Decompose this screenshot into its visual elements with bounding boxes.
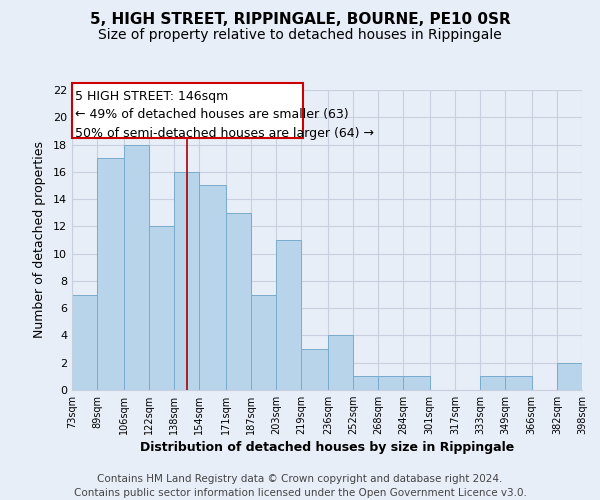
Bar bbox=[301, 349, 328, 390]
Bar bbox=[174, 172, 199, 390]
Text: Size of property relative to detached houses in Rippingale: Size of property relative to detached ho… bbox=[98, 28, 502, 42]
Bar bbox=[403, 376, 430, 390]
Bar bbox=[199, 186, 226, 390]
Bar bbox=[72, 294, 97, 390]
Text: 5 HIGH STREET: 146sqm: 5 HIGH STREET: 146sqm bbox=[75, 90, 229, 103]
Bar bbox=[149, 226, 174, 390]
Text: Contains HM Land Registry data © Crown copyright and database right 2024.
Contai: Contains HM Land Registry data © Crown c… bbox=[74, 474, 526, 498]
Bar bbox=[251, 294, 276, 390]
Bar bbox=[557, 362, 582, 390]
Text: 5, HIGH STREET, RIPPINGALE, BOURNE, PE10 0SR: 5, HIGH STREET, RIPPINGALE, BOURNE, PE10… bbox=[89, 12, 511, 28]
Bar bbox=[124, 144, 149, 390]
Bar bbox=[276, 240, 301, 390]
Bar bbox=[378, 376, 403, 390]
Y-axis label: Number of detached properties: Number of detached properties bbox=[33, 142, 46, 338]
Text: ← 49% of detached houses are smaller (63): ← 49% of detached houses are smaller (63… bbox=[75, 108, 349, 122]
Bar bbox=[97, 158, 124, 390]
Bar bbox=[505, 376, 532, 390]
Bar bbox=[353, 376, 378, 390]
Text: 50% of semi-detached houses are larger (64) →: 50% of semi-detached houses are larger (… bbox=[75, 127, 374, 140]
Bar bbox=[480, 376, 505, 390]
Bar bbox=[328, 336, 353, 390]
Bar bbox=[226, 212, 251, 390]
X-axis label: Distribution of detached houses by size in Rippingale: Distribution of detached houses by size … bbox=[140, 442, 514, 454]
FancyBboxPatch shape bbox=[72, 83, 302, 138]
